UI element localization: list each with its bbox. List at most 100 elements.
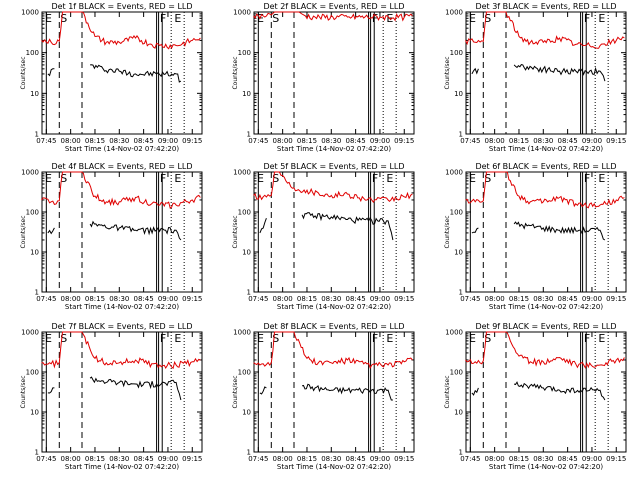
region-marker-label: E bbox=[598, 172, 605, 185]
x-tick-label: 08:30 bbox=[109, 295, 129, 303]
region-marker-label: F bbox=[584, 332, 590, 345]
events-series-line bbox=[471, 221, 606, 241]
y-tick-label: 1000 bbox=[233, 9, 251, 17]
y-tick-label: 1000 bbox=[445, 329, 463, 337]
x-tick-label: 09:00 bbox=[582, 455, 602, 463]
chart-panel: Det 2f BLACK = Events, RED = LLD 1 10 100 10… bbox=[232, 2, 415, 153]
x-tick-label: 09:15 bbox=[394, 137, 414, 145]
x-tick-label: 08:15 bbox=[85, 455, 105, 463]
chart-panel: Det 8f BLACK = Events, RED = LLD 1 10 100 10… bbox=[232, 322, 415, 471]
y-tick-label: 10 bbox=[242, 249, 251, 257]
events-series-line bbox=[47, 64, 182, 83]
region-marker-label: E bbox=[174, 12, 181, 25]
x-axis-title: Start Time (14-Nov-02 07:42:20) bbox=[489, 463, 603, 471]
plot-frame bbox=[41, 11, 203, 135]
chart-title: Det 6f BLACK = Events, RED = LLD bbox=[475, 162, 616, 171]
region-marker-label: S bbox=[272, 12, 279, 25]
x-tick-label: 08:30 bbox=[533, 295, 553, 303]
y-tick-label: 1 bbox=[459, 289, 463, 297]
region-marker-label: E bbox=[257, 332, 264, 345]
x-tick-label: 08:45 bbox=[134, 137, 154, 145]
y-axis-title: Counts/sec bbox=[20, 215, 27, 248]
plot-frame bbox=[41, 171, 203, 293]
x-tick-label: 07:45 bbox=[36, 455, 56, 463]
region-marker-label: F bbox=[584, 12, 590, 25]
region-marker-label: E bbox=[257, 12, 264, 25]
x-tick-label: 08:15 bbox=[509, 295, 529, 303]
events-series-line bbox=[259, 383, 393, 401]
region-marker-label: F bbox=[160, 332, 166, 345]
y-tick-label: 100 bbox=[26, 369, 39, 377]
x-axis-title: Start Time (14-Nov-02 07:42:20) bbox=[489, 145, 603, 153]
y-tick-label: 1 bbox=[459, 131, 463, 139]
x-tick-label: 09:00 bbox=[582, 295, 602, 303]
y-tick-label: 10 bbox=[454, 249, 463, 257]
y-axis-title: Counts/sec bbox=[20, 375, 27, 408]
chart-panel: Det 5f BLACK = Events, RED = LLD 1 10 100 10… bbox=[232, 162, 415, 311]
chart-title: Det 9f BLACK = Events, RED = LLD bbox=[475, 322, 616, 331]
y-tick-label: 100 bbox=[238, 49, 251, 57]
region-marker-label: E bbox=[598, 12, 605, 25]
x-tick-label: 08:15 bbox=[297, 295, 317, 303]
plot-frame bbox=[253, 171, 415, 293]
lld-series-line bbox=[465, 11, 625, 49]
y-tick-label: 10 bbox=[242, 409, 251, 417]
x-tick-label: 09:15 bbox=[394, 455, 414, 463]
x-tick-label: 07:45 bbox=[36, 137, 56, 145]
x-tick-label: 09:00 bbox=[370, 295, 390, 303]
y-tick-label: 1 bbox=[35, 289, 39, 297]
chart-panel: Det 1f BLACK = Events, RED = LLD 1 10 100 10… bbox=[20, 2, 203, 153]
x-axis-title: Start Time (14-Nov-02 07:42:20) bbox=[277, 303, 391, 311]
y-tick-label: 10 bbox=[454, 409, 463, 417]
region-marker-label: S bbox=[272, 332, 279, 345]
x-tick-label: 08:00 bbox=[485, 455, 505, 463]
chart-panel: Det 3f BLACK = Events, RED = LLD 1 10 100 10… bbox=[444, 2, 627, 153]
x-tick-label: 07:45 bbox=[248, 137, 268, 145]
y-axis-title: Counts/sec bbox=[444, 375, 451, 408]
x-axis-title: Start Time (14-Nov-02 07:42:20) bbox=[277, 463, 391, 471]
chart-title: Det 3f BLACK = Events, RED = LLD bbox=[475, 2, 616, 11]
x-axis-title: Start Time (14-Nov-02 07:42:20) bbox=[65, 303, 179, 311]
y-tick-label: 1 bbox=[247, 449, 251, 457]
chart-title: Det 5f BLACK = Events, RED = LLD bbox=[263, 162, 404, 171]
plot-frame bbox=[465, 171, 627, 293]
lld-series-line bbox=[465, 171, 625, 209]
y-tick-label: 1 bbox=[459, 449, 463, 457]
y-tick-label: 10 bbox=[242, 90, 251, 98]
y-tick-label: 1 bbox=[35, 449, 39, 457]
x-tick-label: 09:15 bbox=[394, 295, 414, 303]
plot-frame bbox=[465, 331, 627, 453]
x-tick-label: 08:15 bbox=[297, 455, 317, 463]
region-marker-label: E bbox=[257, 172, 264, 185]
region-marker-label: S bbox=[272, 172, 279, 185]
x-tick-label: 08:30 bbox=[109, 137, 129, 145]
region-marker-label: E bbox=[469, 172, 476, 185]
region-marker-label: E bbox=[45, 12, 52, 25]
y-tick-label: 1 bbox=[247, 289, 251, 297]
region-marker-label: E bbox=[386, 172, 393, 185]
x-tick-label: 07:45 bbox=[460, 455, 480, 463]
events-series-line bbox=[47, 220, 182, 241]
x-tick-label: 08:30 bbox=[533, 137, 553, 145]
y-tick-label: 10 bbox=[30, 90, 39, 98]
x-tick-label: 08:45 bbox=[558, 455, 578, 463]
region-marker-label: E bbox=[469, 12, 476, 25]
chart-panel: Det 7f BLACK = Events, RED = LLD 1 10 100 10… bbox=[20, 322, 203, 471]
region-marker-label: F bbox=[372, 172, 378, 185]
x-tick-label: 07:45 bbox=[248, 295, 268, 303]
region-marker-label: F bbox=[160, 12, 166, 25]
x-tick-label: 08:45 bbox=[558, 295, 578, 303]
x-tick-label: 09:00 bbox=[370, 455, 390, 463]
chart-title: Det 2f BLACK = Events, RED = LLD bbox=[263, 2, 404, 11]
x-axis-title: Start Time (14-Nov-02 07:42:20) bbox=[65, 463, 179, 471]
chart-title: Det 4f BLACK = Events, RED = LLD bbox=[51, 162, 192, 171]
x-tick-label: 09:15 bbox=[182, 137, 202, 145]
x-tick-label: 08:15 bbox=[297, 137, 317, 145]
y-tick-label: 10 bbox=[454, 90, 463, 98]
x-axis-title: Start Time (14-Nov-02 07:42:20) bbox=[65, 145, 179, 153]
y-tick-label: 1 bbox=[247, 131, 251, 139]
y-tick-label: 1000 bbox=[21, 9, 39, 17]
chart-title: Det 8f BLACK = Events, RED = LLD bbox=[263, 322, 404, 331]
y-tick-label: 100 bbox=[238, 369, 251, 377]
